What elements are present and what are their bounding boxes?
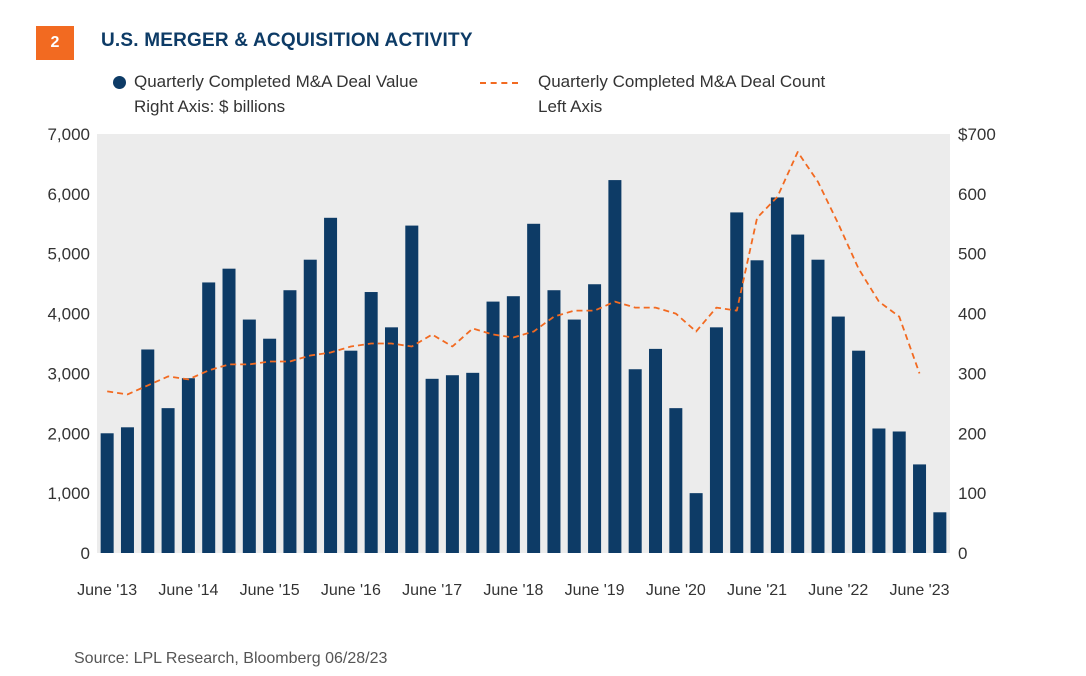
- deal-value-bar: [709, 327, 723, 553]
- x-axis-tick-label: June '16: [321, 582, 381, 599]
- x-axis-tick-label: June '20: [646, 582, 706, 599]
- deal-value-bar: [791, 234, 805, 553]
- deal-value-bar: [222, 268, 236, 553]
- x-axis-tick-label: June '19: [565, 582, 625, 599]
- source-note: Source: LPL Research, Bloomberg 06/28/23: [74, 650, 388, 667]
- deal-value-bar: [892, 431, 906, 553]
- right-axis-tick-label: 500: [958, 245, 986, 264]
- deal-value-bar: [608, 180, 622, 553]
- legend-deal-value-line2: Right Axis: $ billions: [134, 97, 286, 116]
- deal-value-bar: [933, 512, 947, 553]
- deal-value-bar: [445, 375, 459, 553]
- deal-count-line: [107, 151, 921, 396]
- left-axis-tick-label: 2,000: [47, 424, 90, 443]
- deal-value-bar: [872, 428, 886, 553]
- deal-value-bar: [669, 408, 683, 553]
- left-axis-tick-label: 0: [81, 544, 90, 563]
- deal-value-bar: [689, 493, 703, 553]
- plot-area: [97, 134, 950, 553]
- deal-value-bar: [120, 427, 134, 553]
- x-axis-tick-label: June '21: [727, 582, 787, 599]
- left-axis-tick-label: 3,000: [47, 364, 90, 383]
- legend-deal-value-line1: Quarterly Completed M&A Deal Value: [134, 72, 419, 91]
- deal-value-bar: [384, 327, 398, 553]
- deal-value-bar: [730, 212, 744, 554]
- deal-value-bar: [263, 338, 277, 553]
- deal-value-bar: [181, 378, 195, 553]
- x-axis-tick-label: June '23: [890, 582, 950, 599]
- x-axis-tick-label: June '18: [483, 582, 543, 599]
- deal-value-bar: [913, 464, 927, 553]
- deal-value-bar: [506, 296, 520, 553]
- x-axis-tick-label: June '13: [77, 582, 137, 599]
- deal-value-bar: [527, 223, 541, 554]
- deal-value-bar: [344, 350, 358, 553]
- chart-title: U.S. MERGER & ACQUISITION ACTIVITY: [101, 30, 473, 51]
- legend-line-marker: [480, 82, 518, 84]
- deal-value-bar: [364, 292, 378, 553]
- deal-value-bar: [831, 316, 845, 553]
- deal-value-bar: [425, 378, 439, 553]
- right-axis-tick-label: $700: [958, 125, 996, 144]
- deal-value-bar: [466, 372, 480, 553]
- legend-deal-count-line1: Quarterly Completed M&A Deal Count: [538, 72, 826, 91]
- deal-value-bar: [852, 350, 866, 553]
- deal-value-bar: [202, 282, 216, 553]
- deal-value-bar: [649, 348, 663, 553]
- right-axis-tick-label: 600: [958, 185, 986, 204]
- left-axis-tick-label: 5,000: [47, 245, 90, 264]
- right-axis-tick-label: 400: [958, 305, 986, 324]
- deal-value-bar: [100, 433, 114, 553]
- deal-value-bar: [405, 225, 419, 553]
- deal-value-bar: [628, 369, 642, 553]
- x-axis-tick-label: June '15: [240, 582, 300, 599]
- left-axis-tick-label: 6,000: [47, 185, 90, 204]
- x-axis-tick-label: June '17: [402, 582, 462, 599]
- deal-value-bar: [486, 301, 500, 553]
- right-axis-tick-label: 200: [958, 424, 986, 443]
- x-axis-tick-label: June '22: [808, 582, 868, 599]
- deal-value-bar: [141, 349, 155, 553]
- left-axis-tick-label: 7,000: [47, 125, 90, 144]
- figure-number-badge: 2: [36, 26, 74, 60]
- deal-value-bar: [811, 259, 825, 553]
- legend-deal-count-line2: Left Axis: [538, 97, 603, 116]
- deal-value-bar: [547, 290, 561, 553]
- legend-deal-value: Quarterly Completed M&A Deal Value Right…: [134, 69, 418, 119]
- deal-value-bar: [567, 319, 581, 553]
- right-axis-tick-label: 0: [958, 544, 967, 563]
- x-axis-tick-label: June '14: [158, 582, 218, 599]
- right-axis-tick-label: 100: [958, 484, 986, 503]
- deal-value-bar: [324, 217, 338, 554]
- left-axis-tick-label: 4,000: [47, 305, 90, 324]
- deal-value-bar: [588, 284, 602, 553]
- deal-value-bar: [161, 408, 175, 553]
- deal-value-bar: [750, 260, 764, 553]
- deal-value-bar: [242, 319, 256, 553]
- legend-bar-marker: [113, 76, 126, 89]
- right-axis-tick-label: 300: [958, 364, 986, 383]
- deal-value-bar: [770, 197, 784, 553]
- deal-value-bar: [283, 290, 297, 553]
- left-axis-tick-label: 1,000: [47, 484, 90, 503]
- legend-deal-count: Quarterly Completed M&A Deal Count Left …: [538, 69, 825, 119]
- deal-value-bar: [303, 259, 317, 553]
- ma-activity-chart: 0 1,000 2,000 3,000 4,000 5,000 6,000 7,000 0 100…: [47, 125, 996, 599]
